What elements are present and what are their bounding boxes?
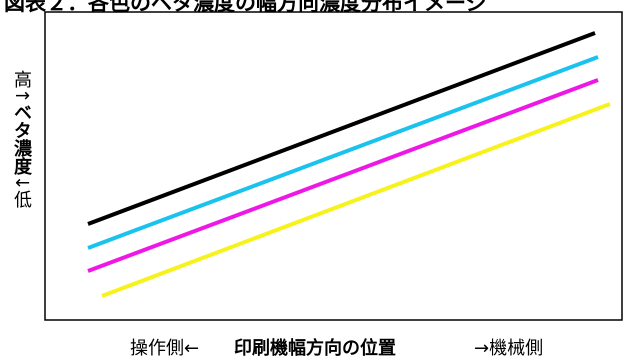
black-line [87,31,596,226]
x-label: 印刷機幅方向の位置 [234,338,396,358]
magenta-line [87,78,599,273]
cyan-line [87,55,599,250]
x-left: 操作側← [130,338,200,358]
y-high: 高↑ [11,70,32,104]
title: 図表２：各色のベタ濃度の幅方向濃度分布イメージ [4,0,487,15]
plot-frame [44,11,623,321]
yellow-line [101,102,611,298]
y-low: ↓低 [11,175,32,209]
y-label: ベタ濃度 [11,103,32,176]
x-right: →機械側 [474,338,544,358]
y-axis-label: 高↑ベタ濃度↓低 [8,70,34,208]
